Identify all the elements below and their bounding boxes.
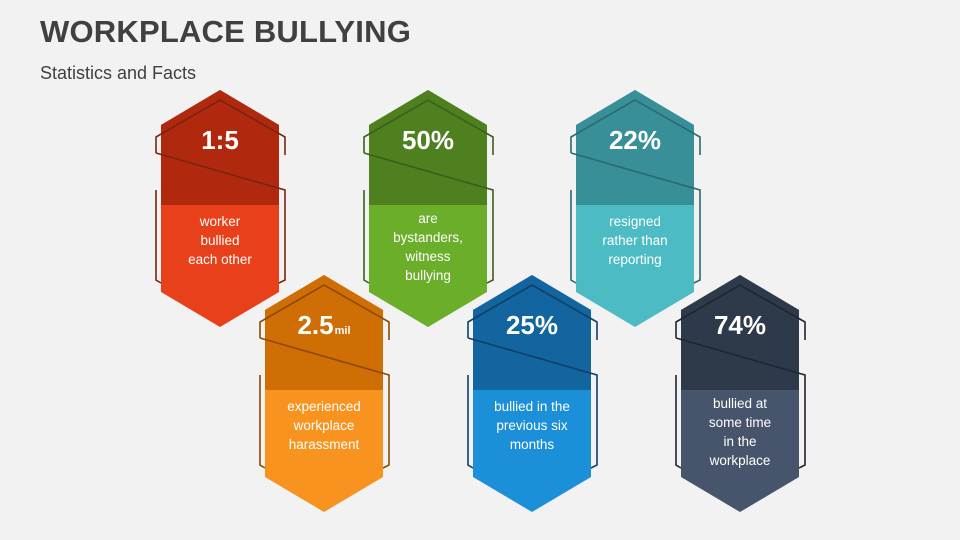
stat-description-line: reporting	[608, 252, 661, 267]
stat-description-line: bystanders,	[393, 230, 463, 245]
stat-card: 22% resigned rather than reporting	[570, 90, 701, 327]
stat-value: 22%	[609, 125, 661, 155]
stat-description-line: experienced	[287, 399, 361, 414]
stat-description-line: some time	[709, 415, 771, 430]
hexagon-outline	[259, 284, 390, 469]
stat-value: 25%	[506, 310, 558, 340]
stat-unit: mil	[335, 325, 351, 337]
stat-card: 74% bullied at some time in the workplace	[675, 275, 806, 512]
stat-description-line: bullied in the	[494, 399, 570, 414]
stat-description-line: bullied at	[713, 396, 767, 411]
slide-subtitle: Statistics and Facts	[40, 63, 197, 83]
stat-description-line: previous six	[496, 418, 568, 433]
hexagon-outline	[467, 284, 598, 469]
stat-description-line: worker	[199, 214, 241, 229]
stat-description-line: workplace	[709, 453, 771, 468]
stat-card: 2.5mil experienced workplace harassment	[259, 275, 390, 512]
stat-value: 74%	[714, 310, 766, 340]
stat-description-line: months	[510, 437, 555, 452]
stat-description-line: bullying	[405, 268, 451, 283]
hexagon-outline	[675, 284, 806, 469]
stat-number: 1:5	[201, 125, 239, 155]
stat-description-line: harassment	[289, 437, 360, 452]
stat-description-line: in the	[723, 434, 756, 449]
slide-title: WORKPLACE BULLYING	[40, 14, 412, 49]
stat-description-line: rather than	[602, 233, 667, 248]
stat-number: 25%	[506, 310, 558, 340]
stat-value: 50%	[402, 125, 454, 155]
stat-description-line: witness	[404, 249, 450, 264]
stat-card: 50% are bystanders, witness bullying	[363, 90, 494, 327]
stat-description-line: each other	[188, 252, 252, 267]
stat-card: 25% bullied in the previous six months	[467, 275, 598, 512]
stat-number: 74%	[714, 310, 766, 340]
stat-number: 50%	[402, 125, 454, 155]
stat-card: 1:5 worker bullied each other	[155, 90, 286, 327]
stat-description-line: workplace	[293, 418, 355, 433]
hexagon-outline	[363, 99, 494, 284]
stat-number: 22%	[609, 125, 661, 155]
stat-description-line: resigned	[609, 214, 661, 229]
hexagon-outline	[570, 99, 701, 284]
stat-description-line: bullied	[200, 233, 239, 248]
stat-value: 2.5mil	[297, 310, 350, 340]
hexagon-outline	[155, 99, 286, 284]
stat-value: 1:5	[201, 125, 239, 155]
stat-description-line: are	[418, 211, 438, 226]
stat-number: 2.5	[297, 310, 333, 340]
